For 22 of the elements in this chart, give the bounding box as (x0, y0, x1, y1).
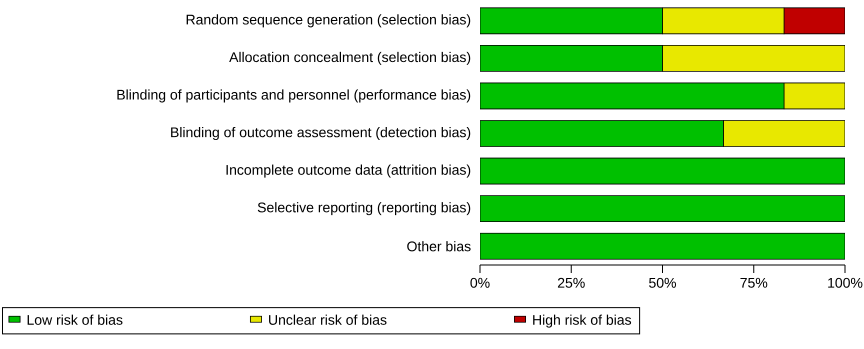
bar (480, 195, 845, 222)
legend-label: Low risk of bias (28, 314, 122, 325)
y-tick-label: Blinding of participants and personnel (performance bias) (117, 89, 470, 102)
x-tick-label: 75% (740, 278, 768, 288)
x-tick-label: 0% (470, 278, 490, 288)
y-tick-label: Random sequence generation (selection bias) (186, 14, 470, 28)
y-tick-label: Other bias (407, 241, 471, 252)
legend-label: Unclear risk of bias (269, 314, 386, 325)
bar (784, 82, 845, 110)
bar (662, 7, 784, 34)
bar (662, 44, 845, 72)
x-tick-label: 100% (828, 278, 862, 288)
bar (480, 158, 845, 184)
y-tick-label: Incomplete outcome data (attrition bias) (226, 164, 470, 178)
x-tick-label: 25% (558, 278, 585, 288)
y-tick-label: Blinding of outcome assessment (detection bias) (171, 126, 470, 140)
x-tick-label: 50% (649, 278, 676, 288)
legend-label: High risk of bias (533, 314, 632, 328)
bar (480, 232, 845, 260)
y-tick-label: Allocation concealment (selection bias) (229, 52, 470, 65)
y-tick-label: Selective reporting (reporting bias) (258, 202, 470, 216)
bar (723, 120, 845, 147)
